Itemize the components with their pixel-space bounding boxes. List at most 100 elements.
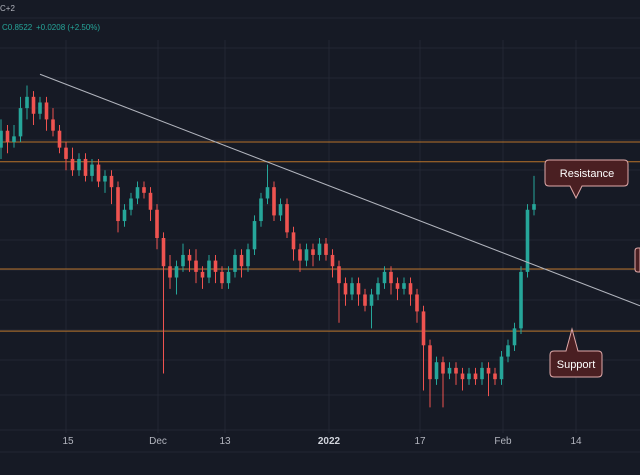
candle-body <box>382 271 387 284</box>
candle[interactable] <box>525 204 530 278</box>
candle[interactable] <box>5 125 10 154</box>
candle[interactable] <box>200 266 205 289</box>
candle[interactable] <box>337 260 341 323</box>
candle[interactable] <box>109 170 114 205</box>
candle-body <box>278 204 283 216</box>
candle[interactable] <box>298 243 302 272</box>
candle[interactable] <box>512 322 517 351</box>
candle[interactable] <box>220 266 224 289</box>
candle[interactable] <box>187 249 192 272</box>
candle[interactable] <box>350 277 354 301</box>
candle[interactable] <box>18 96 23 142</box>
candle[interactable] <box>324 238 328 261</box>
candle[interactable] <box>0 119 3 159</box>
candle[interactable] <box>174 260 179 295</box>
candle[interactable] <box>116 181 120 233</box>
candle[interactable] <box>363 288 367 312</box>
candle[interactable] <box>51 108 55 137</box>
support-callout[interactable]: Support <box>549 327 603 378</box>
candle[interactable] <box>506 339 510 363</box>
candle-body <box>259 198 263 222</box>
candle[interactable] <box>285 198 289 238</box>
candle[interactable] <box>356 277 361 306</box>
candle[interactable] <box>168 254 172 289</box>
candle[interactable] <box>369 288 374 329</box>
candle[interactable] <box>330 249 335 278</box>
candle[interactable] <box>519 266 523 334</box>
candle[interactable] <box>233 249 237 278</box>
candle-body <box>25 96 29 109</box>
candle[interactable] <box>31 91 36 126</box>
candle[interactable] <box>441 356 445 408</box>
candle[interactable] <box>259 192 263 227</box>
candle[interactable] <box>454 362 458 385</box>
resistance-callout[interactable]: Resistance <box>544 159 629 200</box>
candle[interactable] <box>382 266 387 289</box>
candle[interactable] <box>77 153 81 176</box>
candle[interactable] <box>207 254 211 284</box>
candle[interactable] <box>239 249 244 278</box>
candle[interactable] <box>532 175 536 216</box>
candle[interactable] <box>272 181 276 222</box>
candle[interactable] <box>155 204 159 250</box>
candle[interactable] <box>291 226 296 261</box>
candle[interactable] <box>311 243 315 267</box>
candle[interactable] <box>148 187 153 222</box>
candle[interactable] <box>395 277 400 301</box>
candle[interactable] <box>415 288 419 323</box>
candle[interactable] <box>499 350 504 385</box>
candle[interactable] <box>57 125 62 154</box>
candle[interactable] <box>44 96 49 131</box>
candle[interactable] <box>408 277 413 306</box>
x-axis-band <box>0 433 640 475</box>
candle[interactable] <box>402 277 406 295</box>
candle[interactable] <box>252 215 257 255</box>
candle[interactable] <box>376 277 380 301</box>
candle[interactable] <box>70 147 75 176</box>
candle[interactable] <box>194 249 198 284</box>
candle[interactable] <box>83 153 88 182</box>
candle[interactable] <box>493 367 497 385</box>
x-tick-label: 2022 <box>318 436 341 447</box>
candle[interactable] <box>389 266 393 295</box>
candle[interactable] <box>434 356 439 385</box>
candle[interactable] <box>64 142 68 171</box>
candle[interactable] <box>278 198 283 222</box>
candle[interactable] <box>181 243 185 272</box>
candle[interactable] <box>226 266 231 289</box>
candle[interactable] <box>135 181 140 205</box>
candle[interactable] <box>213 254 218 284</box>
candle[interactable] <box>103 170 107 193</box>
candle[interactable] <box>473 367 478 385</box>
candle[interactable] <box>246 243 250 272</box>
candle[interactable] <box>343 277 348 306</box>
candle[interactable] <box>304 243 309 267</box>
candle-body <box>246 249 250 267</box>
candle[interactable] <box>90 158 94 182</box>
candle[interactable] <box>447 362 452 380</box>
candle[interactable] <box>96 158 101 188</box>
candle-body <box>317 243 322 255</box>
candle[interactable] <box>122 204 127 227</box>
candle[interactable] <box>467 367 471 385</box>
candle[interactable] <box>129 192 133 216</box>
candle-body <box>473 373 478 380</box>
descending-trendline[interactable] <box>39 73 640 307</box>
candle[interactable] <box>460 367 465 391</box>
candle-body <box>519 271 523 329</box>
candle-body <box>220 271 224 284</box>
candle[interactable] <box>12 125 16 148</box>
candle[interactable] <box>161 232 166 374</box>
candle[interactable] <box>486 362 491 397</box>
candle[interactable] <box>25 85 29 120</box>
candle[interactable] <box>38 96 42 120</box>
candle[interactable] <box>317 238 322 261</box>
candle-body <box>90 164 94 176</box>
candle[interactable] <box>421 305 426 391</box>
candle-body <box>525 209 530 272</box>
candle[interactable] <box>428 339 432 408</box>
candle[interactable] <box>265 164 270 205</box>
candle[interactable] <box>480 362 484 385</box>
candle[interactable] <box>142 181 146 199</box>
